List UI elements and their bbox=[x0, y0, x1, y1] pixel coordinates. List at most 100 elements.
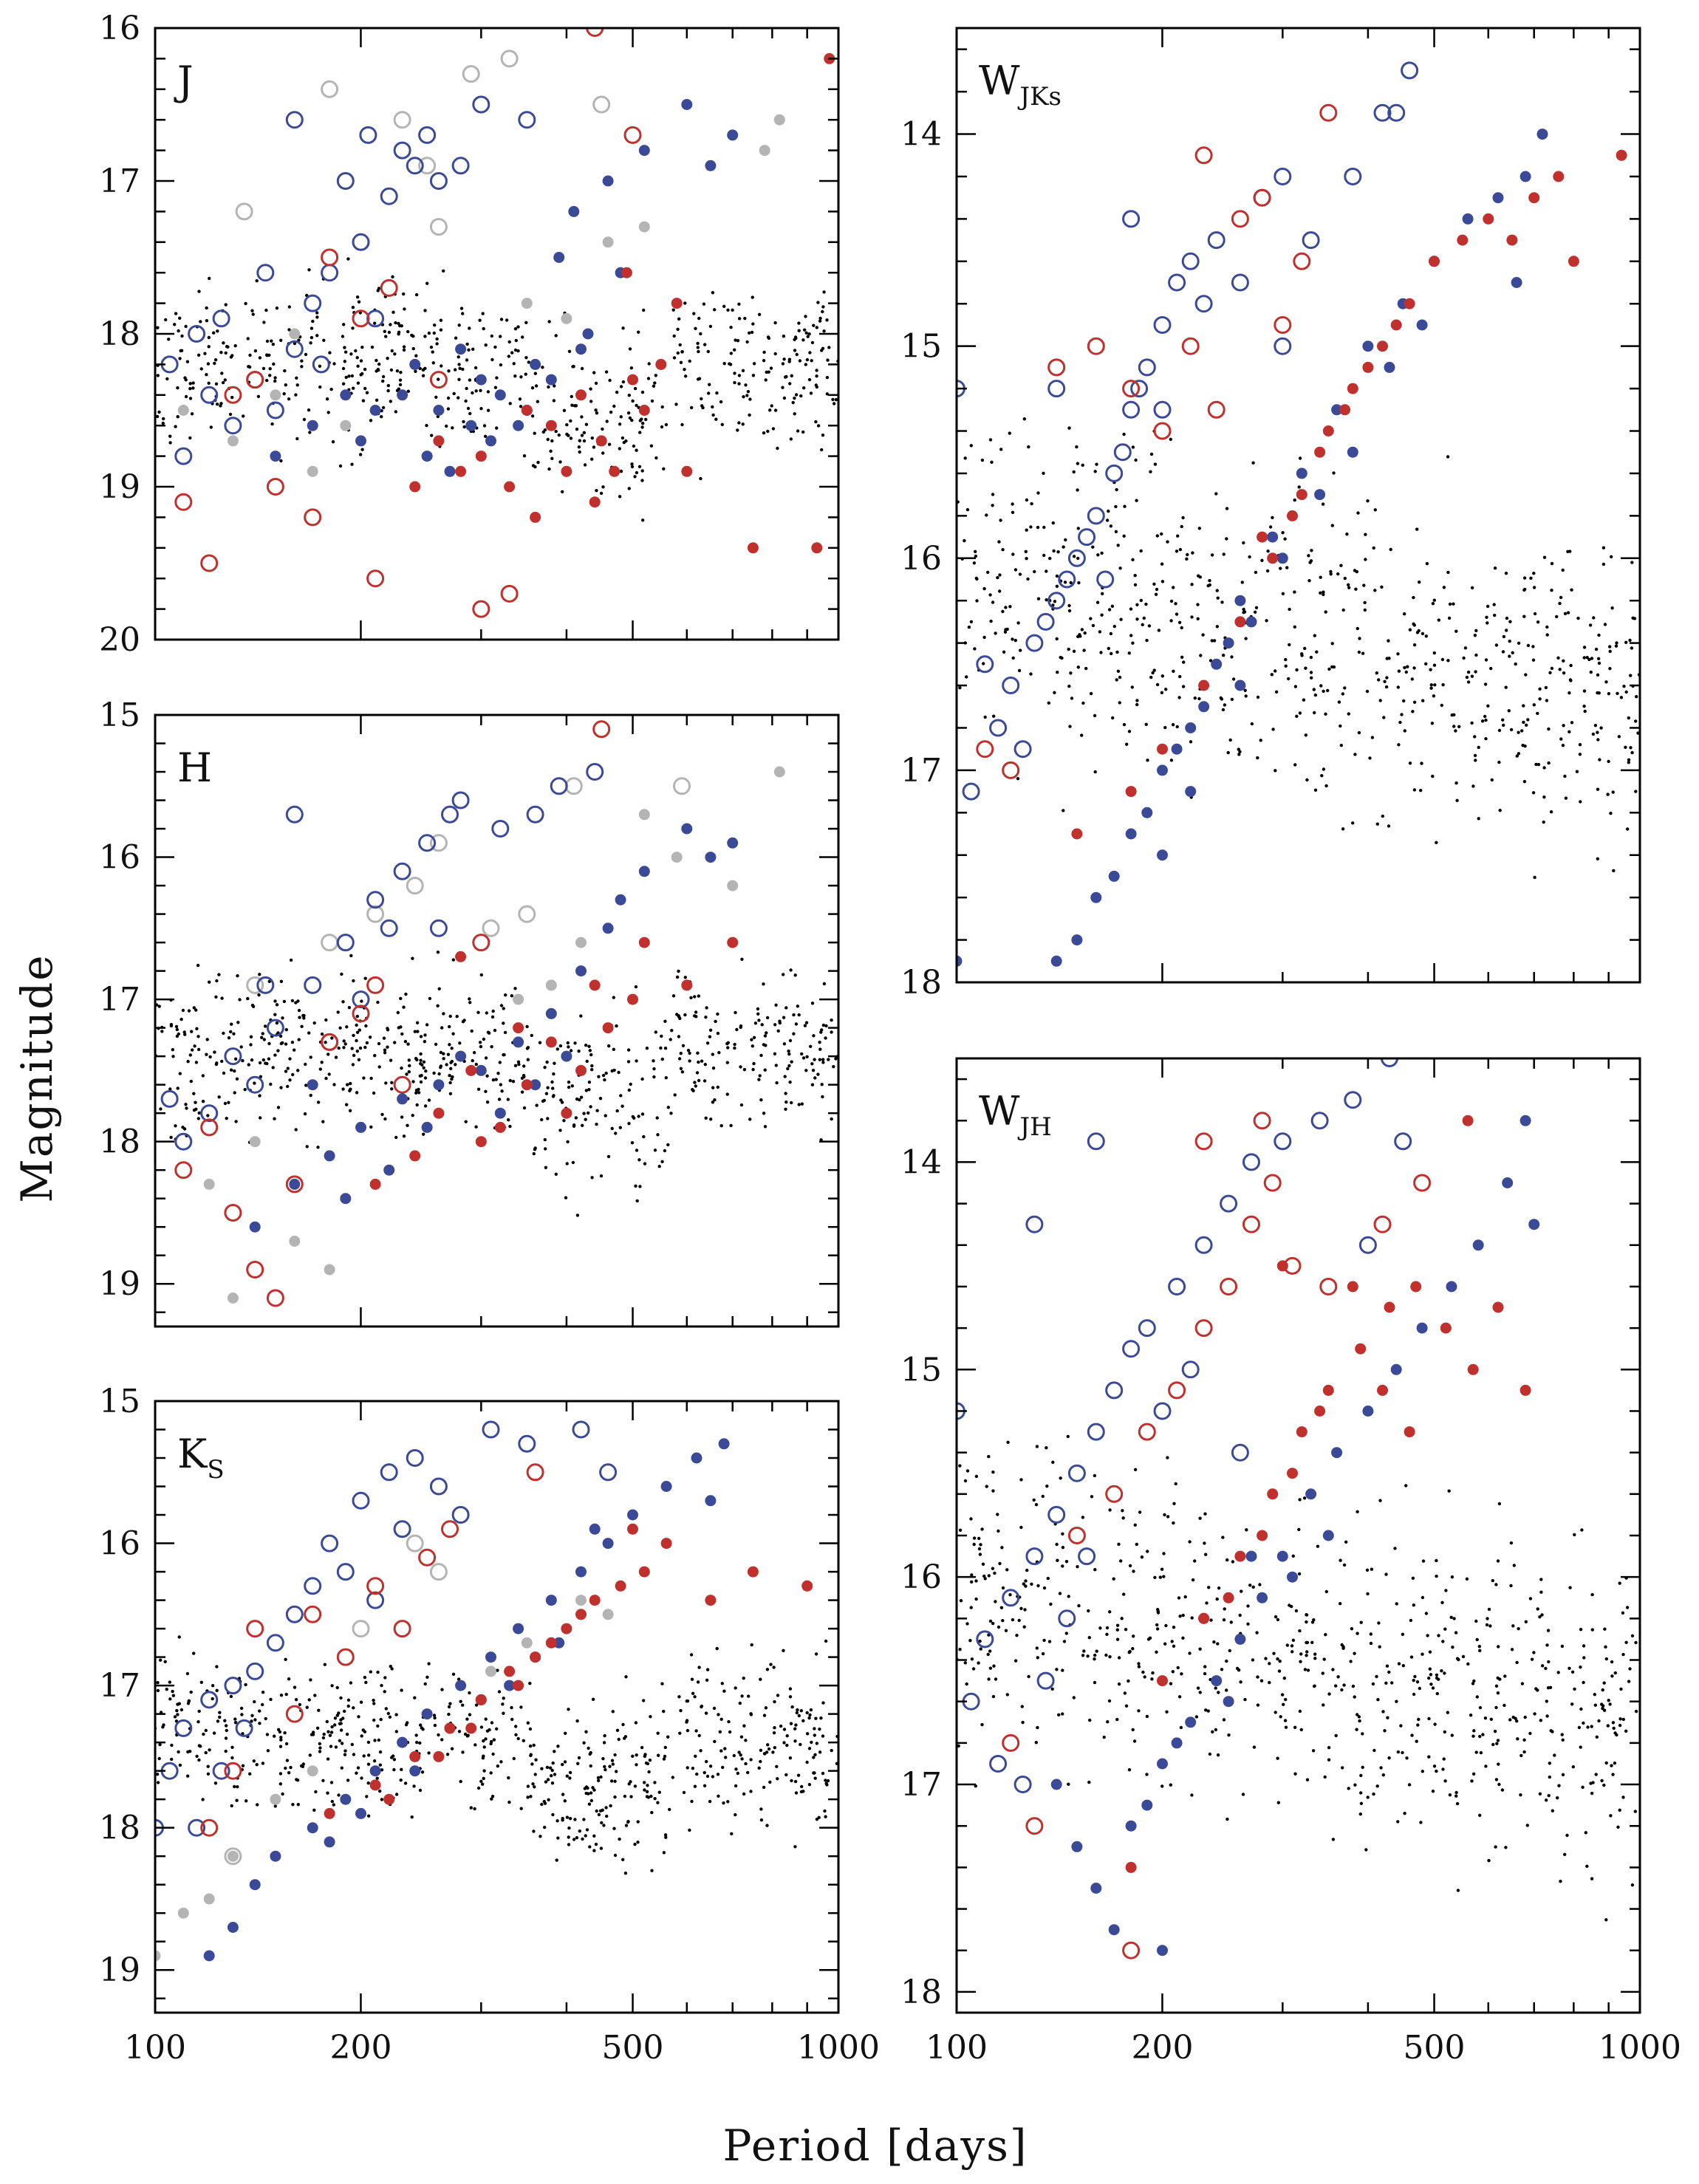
data-point bbox=[429, 371, 448, 389]
background-star bbox=[327, 1730, 330, 1733]
background-star bbox=[1191, 551, 1194, 555]
background-star bbox=[1313, 693, 1318, 697]
background-star bbox=[222, 1071, 226, 1075]
background-star bbox=[1215, 589, 1219, 592]
data-point bbox=[1314, 1406, 1326, 1417]
background-star bbox=[1332, 471, 1336, 475]
y-tick-label: 17 bbox=[99, 1667, 140, 1705]
data-point bbox=[602, 236, 614, 248]
background-star bbox=[452, 391, 456, 396]
background-star bbox=[1160, 691, 1164, 694]
data-point bbox=[212, 1762, 230, 1780]
background-star bbox=[287, 1771, 291, 1775]
y-tick-label: 14 bbox=[900, 1143, 942, 1181]
background-star bbox=[1319, 575, 1322, 579]
data-point bbox=[224, 1847, 242, 1866]
background-star bbox=[510, 351, 514, 355]
background-star bbox=[435, 337, 439, 341]
background-star bbox=[757, 1078, 761, 1081]
background-star bbox=[699, 332, 702, 336]
background-star bbox=[771, 427, 776, 431]
background-star bbox=[1120, 1617, 1124, 1620]
background-star bbox=[1493, 566, 1497, 570]
background-star bbox=[1276, 1801, 1281, 1804]
data-point bbox=[1253, 1112, 1271, 1130]
background-star bbox=[1431, 774, 1435, 778]
background-star bbox=[1067, 1595, 1070, 1598]
background-star bbox=[1531, 645, 1535, 648]
background-star bbox=[814, 1716, 818, 1720]
background-star bbox=[700, 1704, 704, 1708]
data-point bbox=[1274, 337, 1292, 355]
background-star bbox=[1133, 583, 1138, 586]
background-star bbox=[1421, 1559, 1426, 1563]
background-star bbox=[1358, 1719, 1361, 1723]
data-point bbox=[989, 719, 1008, 737]
background-star bbox=[1331, 1838, 1336, 1841]
data-point bbox=[1125, 1820, 1137, 1832]
background-star bbox=[612, 404, 616, 408]
background-star bbox=[351, 326, 355, 330]
background-star bbox=[673, 1093, 677, 1097]
background-star bbox=[711, 1067, 716, 1070]
background-star bbox=[236, 974, 239, 978]
background-star bbox=[1385, 1664, 1389, 1668]
background-star bbox=[1356, 626, 1360, 631]
background-star bbox=[1000, 1546, 1004, 1550]
background-star bbox=[1246, 1622, 1250, 1626]
background-star bbox=[377, 362, 381, 366]
background-star bbox=[587, 1088, 591, 1092]
background-star bbox=[417, 1091, 421, 1095]
background-star bbox=[1441, 683, 1445, 687]
data-point bbox=[615, 894, 626, 906]
background-star bbox=[1372, 1792, 1375, 1796]
data-point bbox=[1157, 849, 1168, 861]
background-star bbox=[1576, 616, 1580, 620]
background-star bbox=[1497, 1782, 1501, 1787]
background-star bbox=[1511, 651, 1514, 654]
y-tick-label: 17 bbox=[99, 162, 140, 200]
background-star bbox=[253, 1718, 257, 1722]
background-star bbox=[751, 374, 756, 377]
background-star bbox=[1358, 637, 1361, 640]
background-star bbox=[1029, 672, 1033, 676]
background-star bbox=[1302, 698, 1306, 702]
background-star bbox=[1237, 753, 1241, 756]
background-star bbox=[1340, 1643, 1344, 1647]
background-star bbox=[186, 1774, 190, 1778]
background-star bbox=[1615, 1733, 1618, 1737]
background-star bbox=[1556, 1671, 1560, 1674]
background-star bbox=[1127, 1651, 1132, 1654]
background-star bbox=[1629, 746, 1633, 750]
background-star bbox=[1519, 1753, 1523, 1758]
background-star bbox=[442, 1057, 445, 1061]
background-star bbox=[1364, 533, 1367, 536]
background-star bbox=[1098, 1626, 1102, 1630]
background-star bbox=[618, 1126, 622, 1129]
background-star bbox=[1093, 713, 1097, 718]
background-star bbox=[565, 422, 569, 427]
background-star bbox=[544, 1165, 548, 1170]
data-point bbox=[1322, 425, 1334, 437]
background-star bbox=[1477, 817, 1480, 821]
data-point bbox=[1257, 531, 1268, 543]
background-star bbox=[1417, 1717, 1421, 1722]
data-point bbox=[429, 919, 448, 937]
data-point bbox=[1047, 1505, 1066, 1524]
background-star bbox=[727, 1719, 731, 1724]
background-star bbox=[1020, 1705, 1025, 1708]
background-star bbox=[789, 437, 793, 441]
background-star bbox=[1594, 647, 1599, 651]
background-star bbox=[390, 1081, 394, 1085]
data-point bbox=[561, 1623, 572, 1634]
background-star bbox=[1397, 669, 1401, 673]
background-star bbox=[248, 1772, 252, 1776]
background-star bbox=[1035, 1646, 1039, 1650]
background-star bbox=[1127, 1679, 1130, 1683]
background-star bbox=[381, 379, 385, 383]
background-star bbox=[474, 366, 478, 370]
background-star bbox=[1561, 1773, 1565, 1776]
data-point bbox=[429, 1563, 448, 1581]
background-star bbox=[1307, 554, 1310, 558]
background-star bbox=[174, 1024, 179, 1029]
